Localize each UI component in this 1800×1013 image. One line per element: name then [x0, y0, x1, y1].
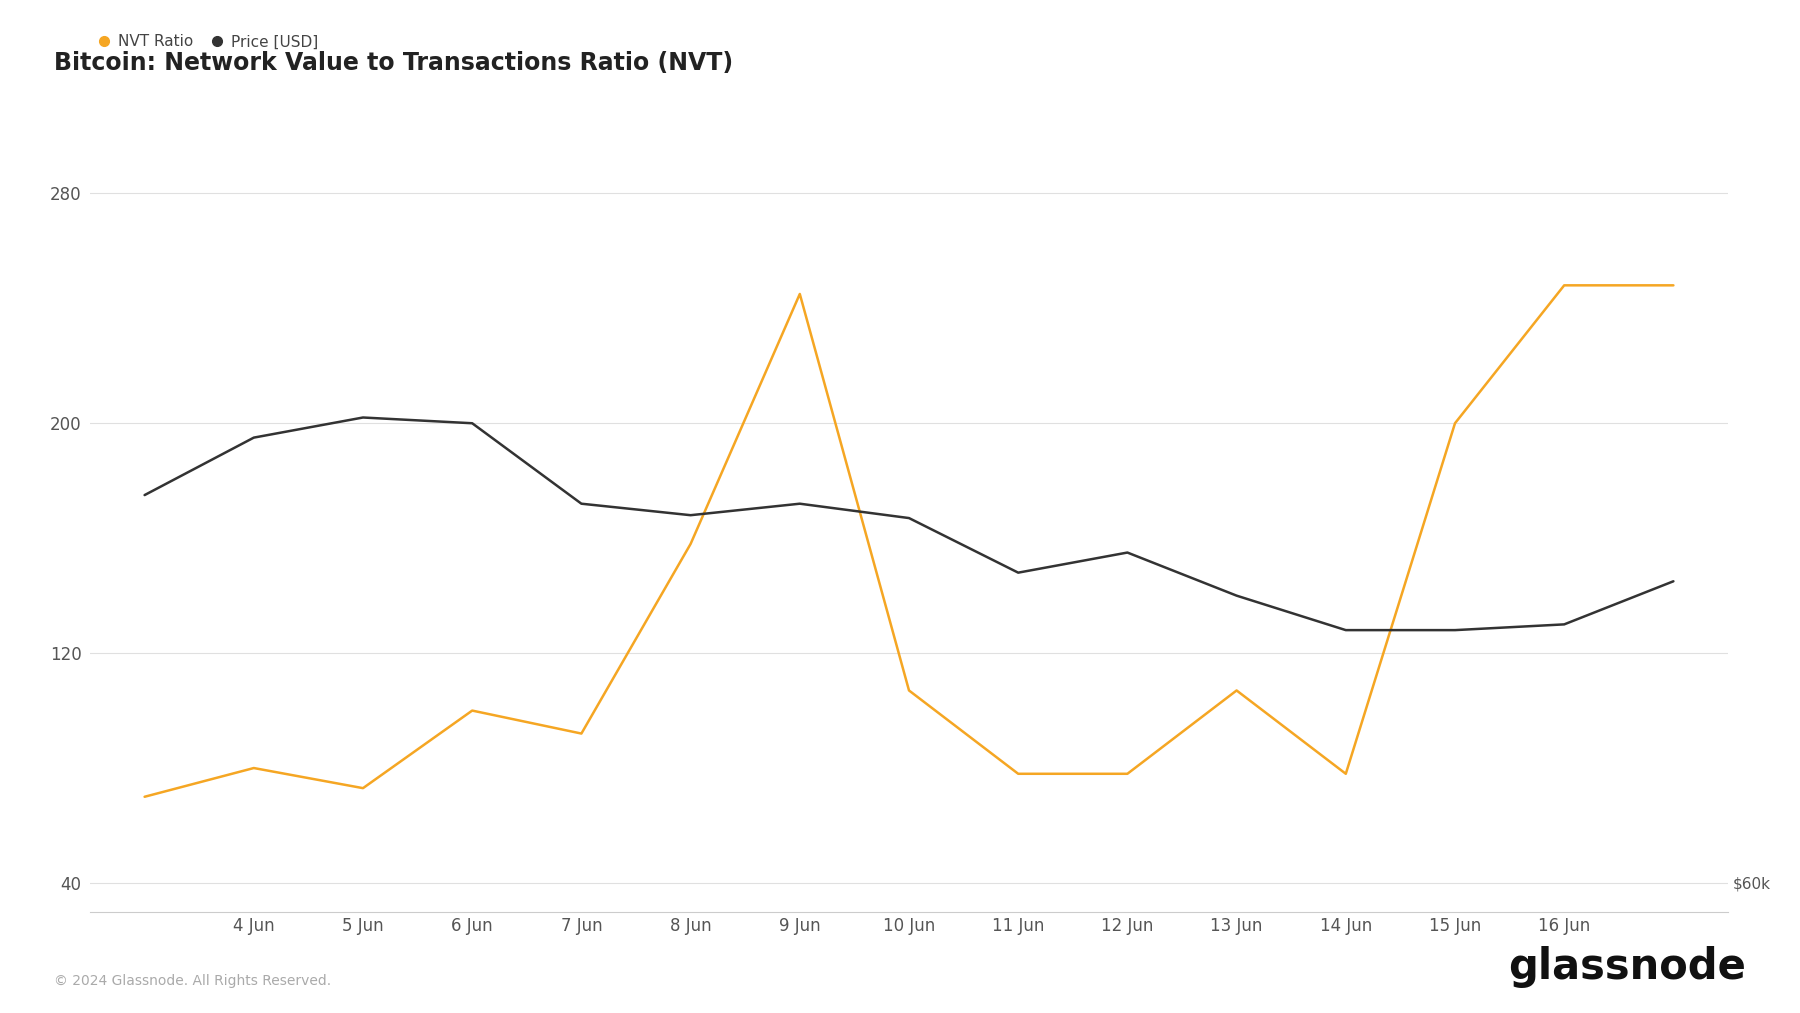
Legend: NVT Ratio, Price [USD]: NVT Ratio, Price [USD]	[97, 34, 319, 50]
Text: glassnode: glassnode	[1508, 946, 1746, 988]
Text: Bitcoin: Network Value to Transactions Ratio (NVT): Bitcoin: Network Value to Transactions R…	[54, 51, 733, 75]
Text: © 2024 Glassnode. All Rights Reserved.: © 2024 Glassnode. All Rights Reserved.	[54, 973, 331, 988]
